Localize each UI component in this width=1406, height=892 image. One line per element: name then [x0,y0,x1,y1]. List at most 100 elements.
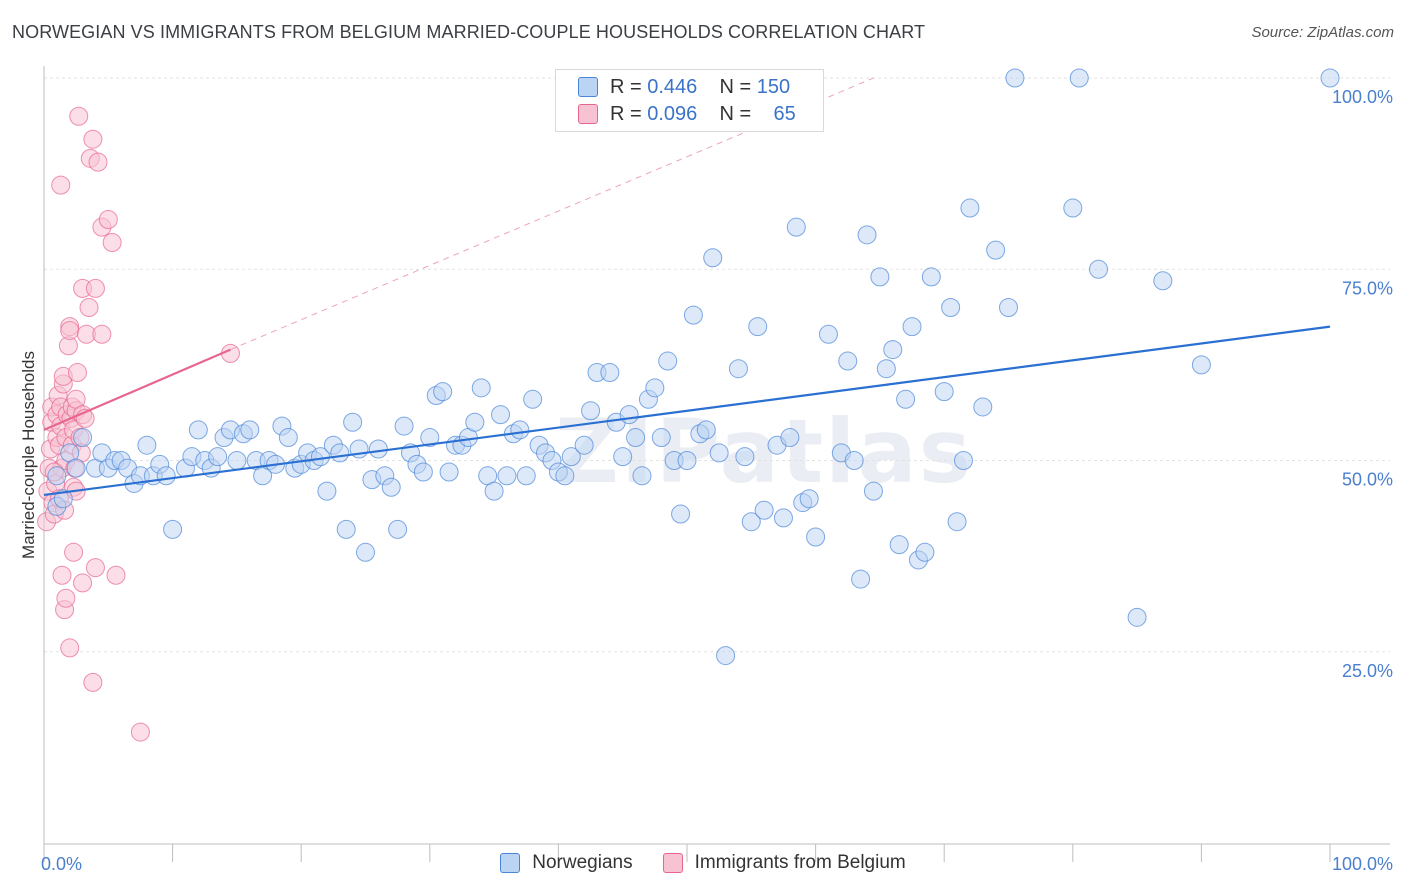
data-point-norwegian [523,389,543,409]
legend-swatch-blue [500,853,521,873]
legend-item-norwegians[interactable]: Norwegians [500,852,633,874]
data-point-norwegian [902,317,922,337]
data-point-norwegian [330,443,350,463]
series-legend: Norwegians Immigrants from Belgium [0,852,1406,874]
data-point-norwegian [555,466,575,486]
data-point-norwegian [947,512,967,532]
legend-swatch-pink [662,853,683,873]
data-point-norwegian [137,435,157,455]
data-point-norwegian [240,420,260,440]
data-point-norwegian [786,217,806,237]
data-point-norwegian [510,420,530,440]
data-point-norwegian [851,569,871,589]
data-point-norwegian [844,451,864,470]
data-point-norwegian [915,542,935,562]
legend-r-value: 0.096 [647,102,698,125]
data-point-norwegian [709,443,729,463]
data-point-norwegian [413,462,433,482]
data-point-norwegian [818,324,838,344]
data-point-norwegian [619,405,639,425]
data-point-norwegian [870,267,890,287]
data-point-norwegian [863,481,883,501]
data-point-norwegian [632,466,652,486]
data-point-norwegian [626,428,646,448]
legend-n-label: N = [719,102,752,125]
data-point-norwegian [973,397,993,417]
data-point-norwegian [889,535,909,555]
data-point-norwegian [484,481,504,501]
legend-label-belgium: Immigrants from Belgium [694,852,906,873]
legend-row-belgium: R = 0.096 N = 65 [578,102,796,126]
data-point-norwegian [163,519,183,539]
y-tick-label: 25.0% [1342,661,1393,681]
y-tick-label: 50.0% [1342,470,1393,490]
data-point-norwegian [356,542,375,562]
data-point-belgium [85,558,105,578]
chart-title: NORWEGIAN VS IMMIGRANTS FROM BELGIUM MAR… [12,22,926,42]
data-point-norwegian [317,481,337,501]
data-point-norwegian [581,401,601,421]
data-point-belgium [67,363,87,383]
data-point-norwegian [1089,259,1109,279]
trendline-belgium [43,348,231,431]
data-point-norwegian [368,439,388,459]
data-point-belgium [98,210,118,230]
data-point-norwegian [876,359,896,379]
data-point-belgium [64,542,84,562]
x-tick-label: 0.0% [41,854,82,874]
data-point-norwegian [613,447,633,467]
y-axis-title: Married-couple Households [19,351,38,559]
data-point-norwegian [806,527,826,547]
data-point-norwegian [394,416,414,436]
data-point-norwegian [658,351,678,371]
legend-r-label: R = [610,75,642,98]
data-point-norwegian [465,412,485,432]
data-point-belgium [88,152,108,172]
data-point-norwegian [336,519,356,539]
data-point-norwegian [73,428,93,448]
data-point-norwegian [1320,68,1340,88]
data-point-norwegian [857,225,877,245]
data-point-norwegian [574,435,594,455]
data-point-belgium [51,175,71,195]
legend-n-value: 65 [773,102,796,125]
data-point-norwegian [491,405,511,425]
data-point-norwegian [696,420,716,440]
data-point-norwegian [754,500,774,520]
data-point-norwegian [1005,68,1025,88]
data-point-norwegian [645,378,665,398]
data-point-norwegian [986,240,1006,260]
data-point-norwegian [953,451,973,470]
data-point-norwegian [799,489,819,509]
data-point-norwegian [439,462,459,482]
data-point-belgium [130,722,150,742]
data-point-norwegian [883,340,903,360]
data-point-norwegian [1153,271,1173,291]
data-point-norwegian [497,466,517,486]
data-point-belgium [60,638,80,658]
data-point-norwegian [600,363,620,383]
data-point-norwegian [748,317,768,337]
legend-row-norwegians: R = 0.446 N = 150 [578,75,790,99]
data-point-norwegian [671,504,691,524]
data-point-norwegian [66,458,86,478]
data-point-belgium [52,565,72,585]
data-point-norwegian [188,420,208,440]
data-point-belgium [79,298,99,317]
data-point-belgium [92,324,112,344]
data-point-norwegian [999,298,1018,317]
stats-legend: R = 0.446 N = 150 R = 0.096 N = 65 [555,69,824,132]
data-point-belgium [106,565,126,585]
data-point-norwegian [47,466,67,486]
data-point-norwegian [677,451,697,470]
data-point-norwegian [1191,355,1211,375]
legend-item-belgium[interactable]: Immigrants from Belgium [662,852,906,874]
data-point-norwegian [516,466,536,486]
data-point-norwegian [651,428,671,448]
source-label: Source: ZipAtlas.com [1251,24,1394,41]
data-point-norwegian [156,466,176,486]
data-point-belgium [69,106,89,126]
data-point-norwegian [381,477,401,497]
data-point-norwegian [780,428,800,448]
